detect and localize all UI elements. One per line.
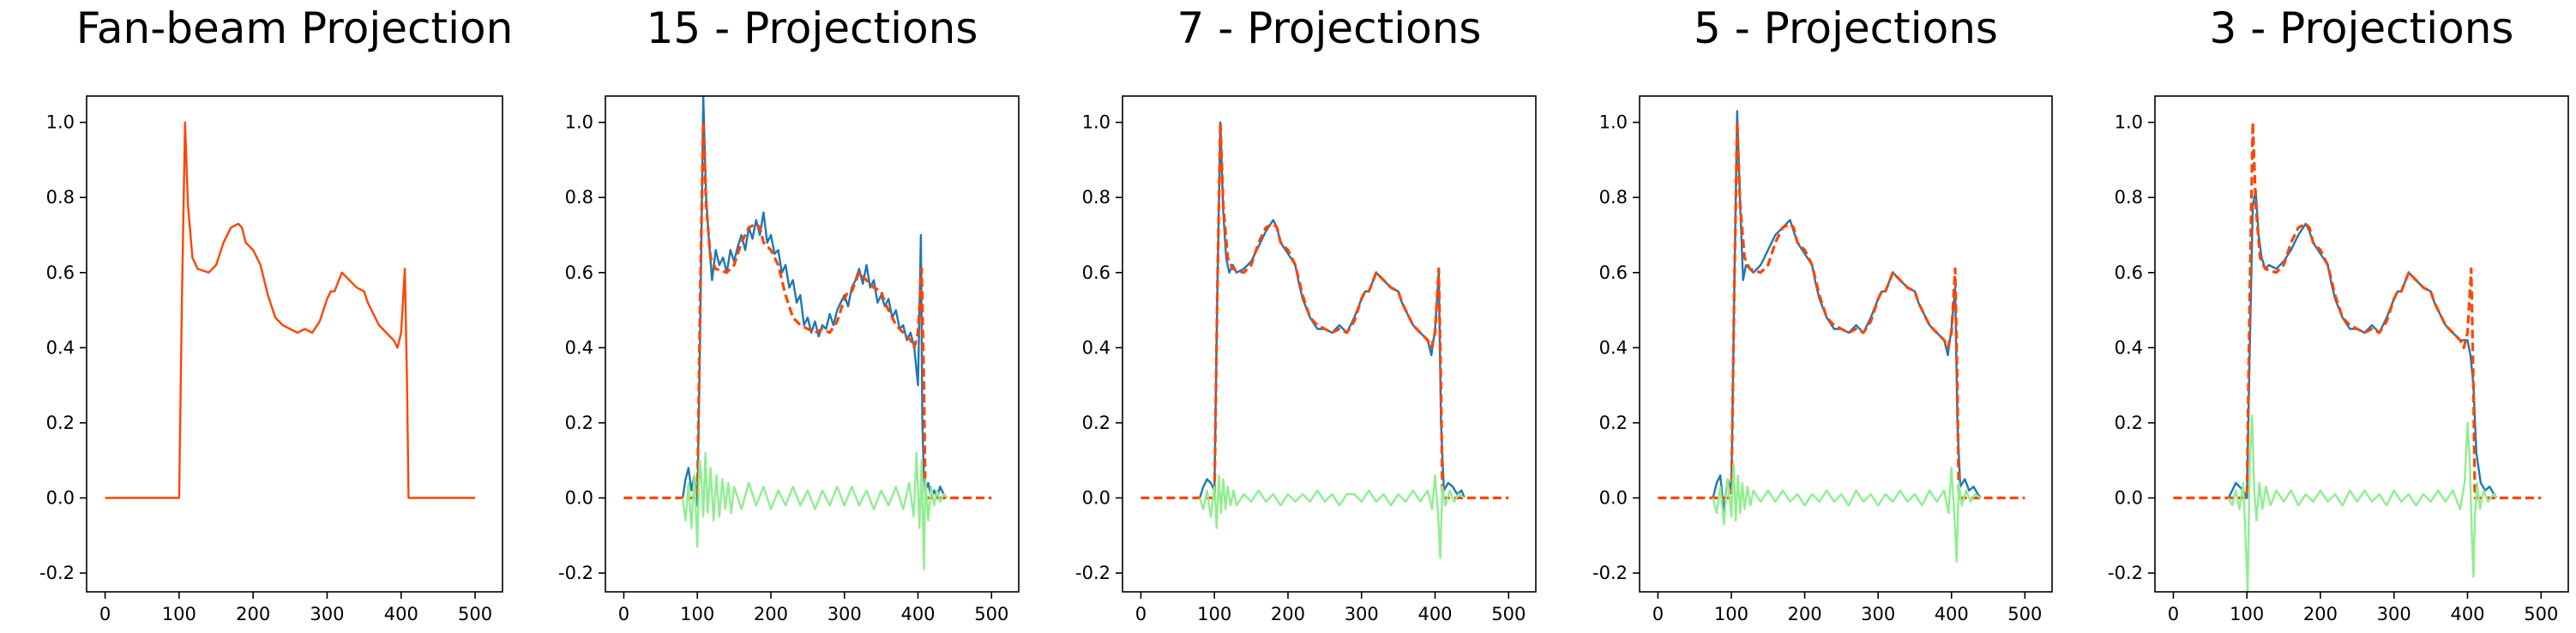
x-tick-label: 200: [2303, 604, 2338, 624]
y-tick-label: -0.2: [2108, 563, 2143, 583]
y-tick-label: 0.6: [2115, 262, 2143, 283]
error-series-line: [1198, 474, 1466, 559]
y-tick-label: 1.0: [565, 112, 593, 133]
x-tick-label: 100: [1197, 604, 1231, 624]
x-tick-label: 0: [1135, 604, 1147, 624]
x-tick-label: 300: [1861, 604, 1895, 624]
x-tick-label: 300: [2377, 604, 2411, 624]
x-tick-label: 200: [1788, 604, 1822, 624]
x-tick-label: 500: [974, 604, 1008, 624]
subplot-title: 7 - Projections: [1177, 3, 1482, 53]
x-tick-label: 300: [310, 604, 344, 624]
subplot-5: 3 - Projections 0 100 200 300 400 500 -0.2 0.0 0.…: [2068, 0, 2576, 633]
reference-series-line: [2173, 121, 2542, 500]
x-tick-label: 200: [1271, 604, 1305, 624]
error-series-line: [2227, 414, 2498, 592]
subplot-1: Fan-beam Projection 0 100 200 300 400 500 -0.2 0…: [0, 0, 515, 633]
reference-series-line: [1658, 121, 2025, 500]
plot-area: 0 100 200 300 400 500 -0.2 0.0 0.2 0.4 0.6 0.8 1.0: [2108, 95, 2569, 624]
x-tick-label: 400: [900, 604, 935, 624]
y-tick-label: 1.0: [46, 112, 75, 133]
y-tick-label: 0.6: [1082, 262, 1110, 283]
y-tick-label: 0.2: [1082, 413, 1110, 433]
reference-series-line: [1141, 121, 1509, 500]
x-tick-label: 200: [754, 604, 788, 624]
x-tick-label: 0: [1652, 604, 1664, 624]
x-tick-label: 100: [680, 604, 714, 624]
x-tick-label: 0: [618, 604, 629, 624]
error-series-line: [1712, 462, 1982, 564]
y-tick-label: -0.2: [558, 563, 593, 583]
predicted-series-line: [1712, 110, 1982, 515]
subplot-2: 15 - Projections 0 100 200 300 400 500 -0.2 0.0 0…: [519, 0, 1033, 633]
x-tick-label: 500: [2524, 604, 2558, 624]
y-tick-label: 0.8: [46, 187, 75, 208]
y-tick-label: 0.2: [1599, 413, 1628, 433]
y-tick-label: 1.0: [1599, 112, 1628, 133]
x-tick-label: 300: [1345, 604, 1379, 624]
subplot-4: 5 - Projections 0 100 200 300 400 500 -0.2 0.0 0.…: [1553, 0, 2067, 633]
reference-series-line: [105, 121, 476, 499]
subplot-title: Fan-beam Projection: [75, 3, 514, 53]
y-tick-label: 0.4: [1599, 337, 1628, 358]
y-tick-label: -0.2: [1075, 563, 1110, 583]
predicted-series-line: [1198, 121, 1466, 498]
y-tick-label: 0.2: [565, 413, 593, 433]
x-tick-label: 500: [458, 604, 492, 624]
error-series-line: [681, 451, 948, 570]
y-tick-label: 1.0: [1082, 112, 1110, 133]
subplot-title: 3 - Projections: [2209, 3, 2514, 53]
axes-frame: [86, 95, 503, 593]
y-tick-label: 1.0: [2115, 112, 2143, 133]
y-tick-label: 0.0: [1599, 488, 1628, 509]
subplot-title: 15 - Projections: [646, 3, 978, 53]
y-tick-label: 0.2: [2115, 413, 2143, 433]
x-tick-label: 500: [2007, 604, 2042, 624]
reference-series-line: [623, 121, 992, 500]
axes-frame: [2154, 95, 2569, 593]
x-tick-label: 0: [2168, 604, 2179, 624]
plot-area: 0 100 200 300 400 500 -0.2 0.0 0.2 0.4 0.6 0.8 1.0: [558, 95, 1020, 624]
x-tick-label: 100: [2230, 604, 2264, 624]
y-tick-label: 0.0: [2115, 488, 2143, 509]
x-tick-label: 0: [99, 604, 111, 624]
x-tick-label: 200: [236, 604, 270, 624]
y-tick-label: 0.4: [1082, 337, 1110, 358]
plot-area: 0 100 200 300 400 500 -0.2 0.0 0.2 0.4 0.6 0.8 1.0: [39, 95, 503, 624]
y-tick-label: -0.2: [1592, 563, 1628, 583]
y-tick-label: 0.0: [1082, 488, 1110, 509]
plot-area: 0 100 200 300 400 500 -0.2 0.0 0.2 0.4 0.6 0.8 1.0: [1592, 95, 2053, 624]
predicted-series-line: [2227, 189, 2498, 499]
x-tick-label: 500: [1491, 604, 1526, 624]
y-tick-label: 0.6: [1599, 262, 1628, 283]
y-tick-label: 0.8: [1082, 187, 1110, 208]
subplot-title: 5 - Projections: [1694, 3, 1998, 53]
x-tick-label: 300: [828, 604, 862, 624]
y-tick-label: 0.6: [565, 262, 593, 283]
x-tick-label: 400: [1417, 604, 1452, 624]
axes-frame: [1639, 95, 2053, 593]
axes-frame: [605, 95, 1020, 593]
y-tick-label: 0.0: [565, 488, 593, 509]
x-tick-label: 400: [2450, 604, 2484, 624]
y-tick-label: -0.2: [39, 563, 75, 583]
y-tick-label: 0.0: [46, 488, 75, 509]
x-tick-label: 100: [1714, 604, 1748, 624]
y-tick-label: 0.4: [46, 337, 75, 358]
x-tick-label: 100: [162, 604, 196, 624]
x-tick-label: 400: [384, 604, 418, 624]
y-tick-label: 0.4: [2115, 337, 2143, 358]
y-tick-label: 0.4: [565, 337, 593, 358]
x-tick-label: 400: [1935, 604, 1969, 624]
y-tick-label: 0.8: [2115, 187, 2143, 208]
y-tick-label: 0.8: [1599, 187, 1628, 208]
axes-frame: [1122, 95, 1537, 593]
y-tick-label: 0.6: [46, 262, 75, 283]
subplot-3: 7 - Projections 0 100 200 300 400 500 -0.2 0.0 0.…: [1036, 0, 1550, 633]
plot-area: 0 100 200 300 400 500 -0.2 0.0 0.2 0.4 0.6 0.8 1.0: [1075, 95, 1537, 624]
predicted-series-line: [681, 96, 948, 507]
y-tick-label: 0.2: [46, 413, 75, 433]
y-tick-label: 0.8: [565, 187, 593, 208]
